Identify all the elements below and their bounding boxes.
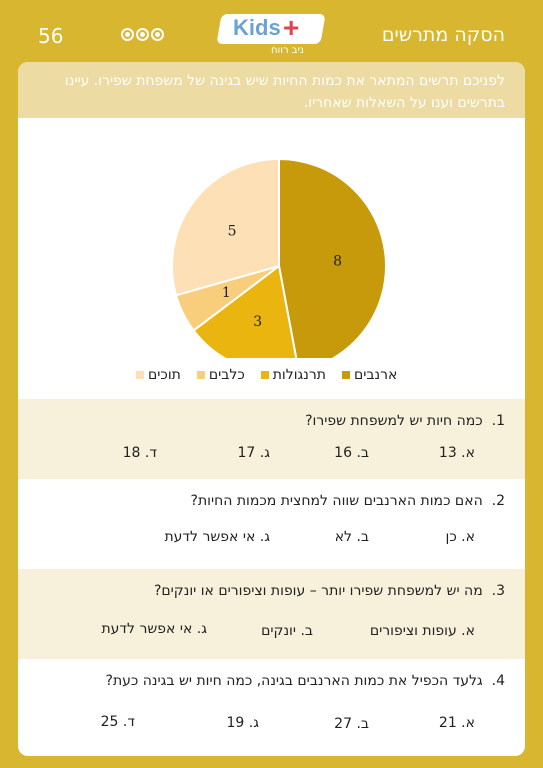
legend-swatch	[260, 371, 269, 379]
legend-item-2: תרנגולות	[260, 367, 326, 383]
legend-label: תרנגולות	[272, 367, 326, 383]
legend-item-4: תוכים	[136, 367, 181, 383]
question-3: 3. מה יש למשפחת שפירו יותר – עופות וציפו…	[18, 569, 525, 659]
legend-label: תוכים	[148, 367, 181, 383]
question-4: 4. גלעד הכפיל את כמות הארנבים בגינה, כמה…	[18, 659, 525, 756]
q3-option-a[interactable]: א. עופות וציפורים	[369, 623, 475, 639]
question-1-text: 1. כמה חיות יש למשפחת שפירו?	[305, 413, 505, 429]
question-1: 1. כמה חיות יש למשפחת שפירו? א. 13 ב. 16…	[18, 399, 525, 479]
chart-legend: ארנבים תרנגולות כלבים תוכים	[136, 367, 397, 383]
progress-dots	[121, 28, 164, 41]
dot-icon	[121, 28, 134, 41]
q1-option-c[interactable]: ג. 17	[237, 445, 271, 461]
pie-label-4: 5	[228, 224, 237, 240]
legend-swatch	[341, 371, 350, 379]
page-header: 56 Kids + ניב רווח הסקה מתרשים	[0, 0, 543, 62]
legend-item-3: כלבים	[196, 367, 245, 383]
q1-option-b[interactable]: ב. 16	[334, 445, 369, 461]
question-2: 2. האם כמות הארנבים שווה למחצית מכמות הח…	[18, 479, 525, 569]
pie-label-2: 3	[253, 314, 262, 330]
q2-option-b[interactable]: ב. לא	[334, 529, 369, 545]
q4-option-d[interactable]: ד. 25	[100, 714, 135, 730]
q3-option-b[interactable]: ב. יונקים	[261, 623, 313, 639]
legend-label: כלבים	[208, 367, 245, 383]
kids-logo: Kids + ניב רווח	[216, 12, 326, 56]
pie-label-3: 1	[222, 285, 231, 301]
legend-swatch	[196, 371, 205, 379]
page-title: הסקה מתרשים	[381, 24, 505, 46]
pie-chart-area: 8 3 1 5	[18, 118, 525, 398]
legend-item-1: ארנבים	[341, 367, 398, 383]
q3-option-c[interactable]: ג. אי אפשר לדעת	[101, 621, 207, 637]
q1-option-d[interactable]: ד. 18	[122, 445, 157, 461]
question-3-text: 3. מה יש למשפחת שפירו יותר – עופות וציפו…	[153, 583, 505, 599]
page-number: 56	[38, 24, 64, 48]
q1-option-a[interactable]: א. 13	[438, 445, 475, 461]
pie-slice-4	[171, 157, 280, 297]
question-2-text: 2. האם כמות הארנבים שווה למחצית מכמות הח…	[190, 493, 505, 509]
q4-option-a[interactable]: א. 21	[438, 715, 475, 731]
legend-swatch	[136, 371, 144, 379]
intro-text: לפניכם תרשים המתאר את כמות החיות שיש בגי…	[18, 62, 525, 118]
pie-label-1: 8	[333, 254, 342, 270]
pie-slice-1	[278, 157, 387, 373]
dot-icon	[151, 28, 164, 41]
q2-option-a[interactable]: א. כן	[445, 529, 475, 545]
dot-icon	[136, 28, 149, 41]
question-4-text: 4. גלעד הכפיל את כמות הארנבים בגינה, כמה…	[105, 673, 505, 689]
q4-option-b[interactable]: ב. 27	[334, 716, 369, 732]
q2-option-c[interactable]: ג. אי אפשר לדעת	[164, 529, 270, 545]
q4-option-c[interactable]: ג. 19	[226, 715, 260, 731]
legend-label: ארנבים	[353, 367, 398, 383]
pie-chart: 8 3 1 5	[171, 157, 387, 374]
worksheet-card: לפניכם תרשים המתאר את כמות החיות שיש בגי…	[18, 62, 525, 756]
